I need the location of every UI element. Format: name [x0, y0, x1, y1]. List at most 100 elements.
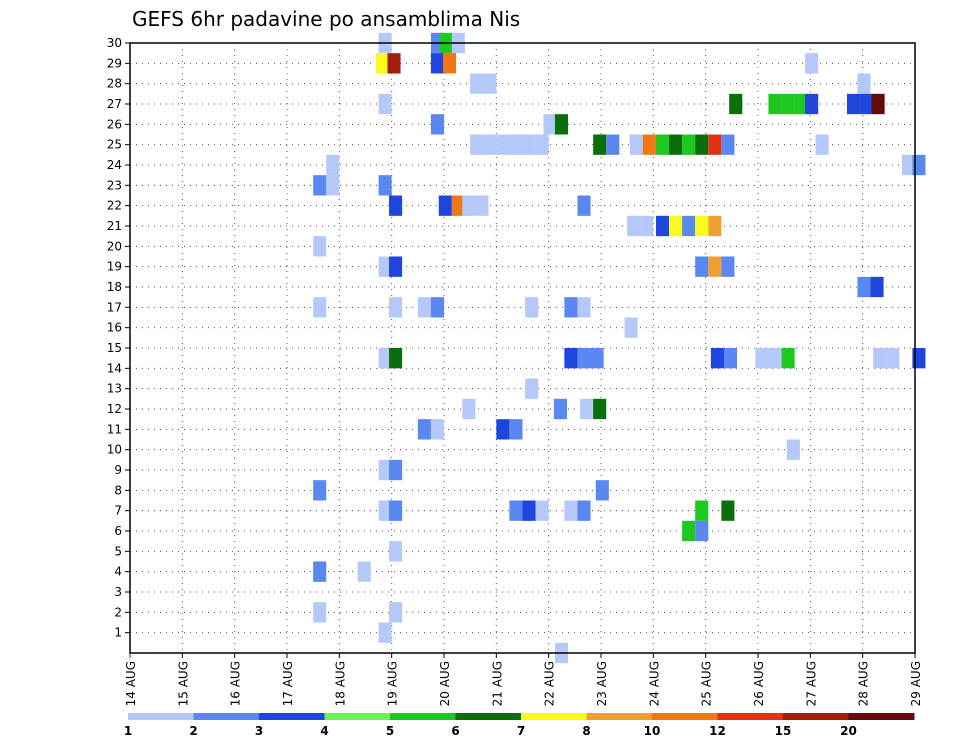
y-tick-label: 11 — [107, 422, 122, 436]
precip-cell — [564, 297, 578, 318]
precip-cell — [870, 276, 884, 298]
x-tick-label: 14 AUG — [124, 661, 138, 706]
y-tick-label: 17 — [107, 300, 122, 314]
y-tick-label: 12 — [107, 402, 122, 416]
precip-cell — [430, 53, 444, 74]
precip-cell — [723, 348, 738, 369]
precip-cell — [781, 93, 795, 115]
precip-cell — [470, 73, 484, 94]
y-tick-label: 2 — [114, 605, 122, 619]
y-tick-label: 4 — [114, 565, 122, 579]
precip-cell — [577, 195, 591, 216]
legend-swatch — [128, 713, 194, 720]
precip-cell — [535, 500, 549, 521]
legend-label: 10 — [644, 724, 661, 738]
precip-cell — [721, 134, 735, 155]
precip-cell — [595, 480, 609, 501]
y-tick-label: 20 — [107, 239, 122, 253]
legend-swatch — [848, 713, 915, 720]
precip-cell — [378, 459, 392, 481]
legend-label: 6 — [451, 724, 459, 738]
precip-cell — [496, 134, 510, 155]
x-tick-label: 26 AUG — [752, 661, 766, 706]
precip-cell — [483, 73, 497, 94]
x-tick-label: 27 AUG — [804, 661, 818, 706]
y-tick-label: 19 — [107, 260, 122, 274]
legend-swatch — [521, 713, 587, 720]
precip-cell — [389, 348, 403, 369]
precip-cell — [442, 53, 457, 74]
precip-cell — [554, 114, 569, 135]
precip-cell — [389, 256, 403, 277]
y-tick-label: 23 — [107, 178, 122, 192]
precip-cell — [768, 348, 782, 369]
legend-label: 20 — [840, 724, 857, 738]
precip-cell — [357, 561, 371, 582]
precip-cell — [755, 348, 769, 369]
y-tick-label: 5 — [114, 544, 122, 558]
precip-cell — [378, 256, 392, 277]
precip-cell — [496, 419, 510, 440]
precip-cell — [695, 215, 709, 237]
precip-cell — [815, 134, 829, 155]
y-tick-label: 29 — [107, 56, 122, 70]
y-tick-label: 13 — [107, 382, 122, 396]
precip-cell — [857, 73, 871, 94]
precip-cell — [378, 175, 392, 196]
x-tick-label: 22 AUG — [543, 661, 557, 706]
y-tick-label: 10 — [107, 443, 122, 457]
legend-label: 1 — [124, 724, 132, 738]
y-tick-label: 9 — [114, 463, 122, 477]
x-tick-label: 15 AUG — [176, 661, 190, 706]
legend-label: 8 — [582, 724, 590, 738]
precip-cell — [313, 602, 327, 623]
precip-cell — [708, 256, 722, 277]
precip-cell — [642, 134, 656, 155]
legend-label: 2 — [189, 724, 197, 738]
precip-cell — [580, 398, 594, 420]
precip-cell — [695, 520, 709, 542]
precip-cell — [564, 348, 578, 369]
precip-cell — [525, 297, 539, 318]
x-tick-label: 20 AUG — [438, 661, 452, 706]
precip-cell — [470, 134, 484, 155]
y-tick-label: 22 — [107, 199, 122, 213]
x-axis: 14 AUG 15 AUG 16 AUG 17 AUG 18 AUG 19 AUG 20 A… — [124, 653, 923, 706]
y-tick-label: 28 — [107, 77, 122, 91]
y-tick-label: 18 — [107, 280, 122, 294]
precip-cell — [577, 297, 591, 318]
precip-cell — [389, 500, 403, 521]
precip-cell — [509, 419, 523, 440]
precip-cell — [430, 114, 444, 135]
y-tick-label: 25 — [107, 138, 122, 152]
y-tick-label: 7 — [114, 504, 122, 518]
precip-cell — [378, 93, 392, 115]
precip-cell — [640, 215, 654, 237]
legend-swatch — [324, 713, 391, 720]
precip-cell — [378, 500, 392, 521]
legend-swatch — [717, 713, 784, 720]
chart-title: GEFS 6hr padavine po ansamblima Nis — [132, 7, 520, 31]
precip-cell — [886, 348, 900, 369]
precip-cell — [389, 297, 403, 318]
legend-swatch — [259, 713, 325, 720]
precip-cell — [781, 348, 795, 369]
legend-label: 12 — [709, 724, 726, 738]
precip-cell — [483, 134, 497, 155]
precip-cell — [708, 215, 722, 237]
precip-cells — [313, 32, 926, 664]
precip-cell — [522, 134, 536, 155]
precip-cell — [729, 93, 743, 115]
precip-cell — [389, 602, 403, 623]
precip-cell — [682, 215, 696, 237]
legend-swatch — [783, 713, 849, 720]
precip-cell — [786, 439, 800, 460]
precip-cell — [593, 134, 607, 155]
precip-cell — [451, 195, 465, 216]
legend-label: 15 — [775, 724, 792, 738]
precip-cell — [553, 398, 567, 420]
precip-cell — [708, 134, 722, 155]
precip-cell — [375, 53, 390, 74]
precip-cell — [655, 134, 670, 155]
